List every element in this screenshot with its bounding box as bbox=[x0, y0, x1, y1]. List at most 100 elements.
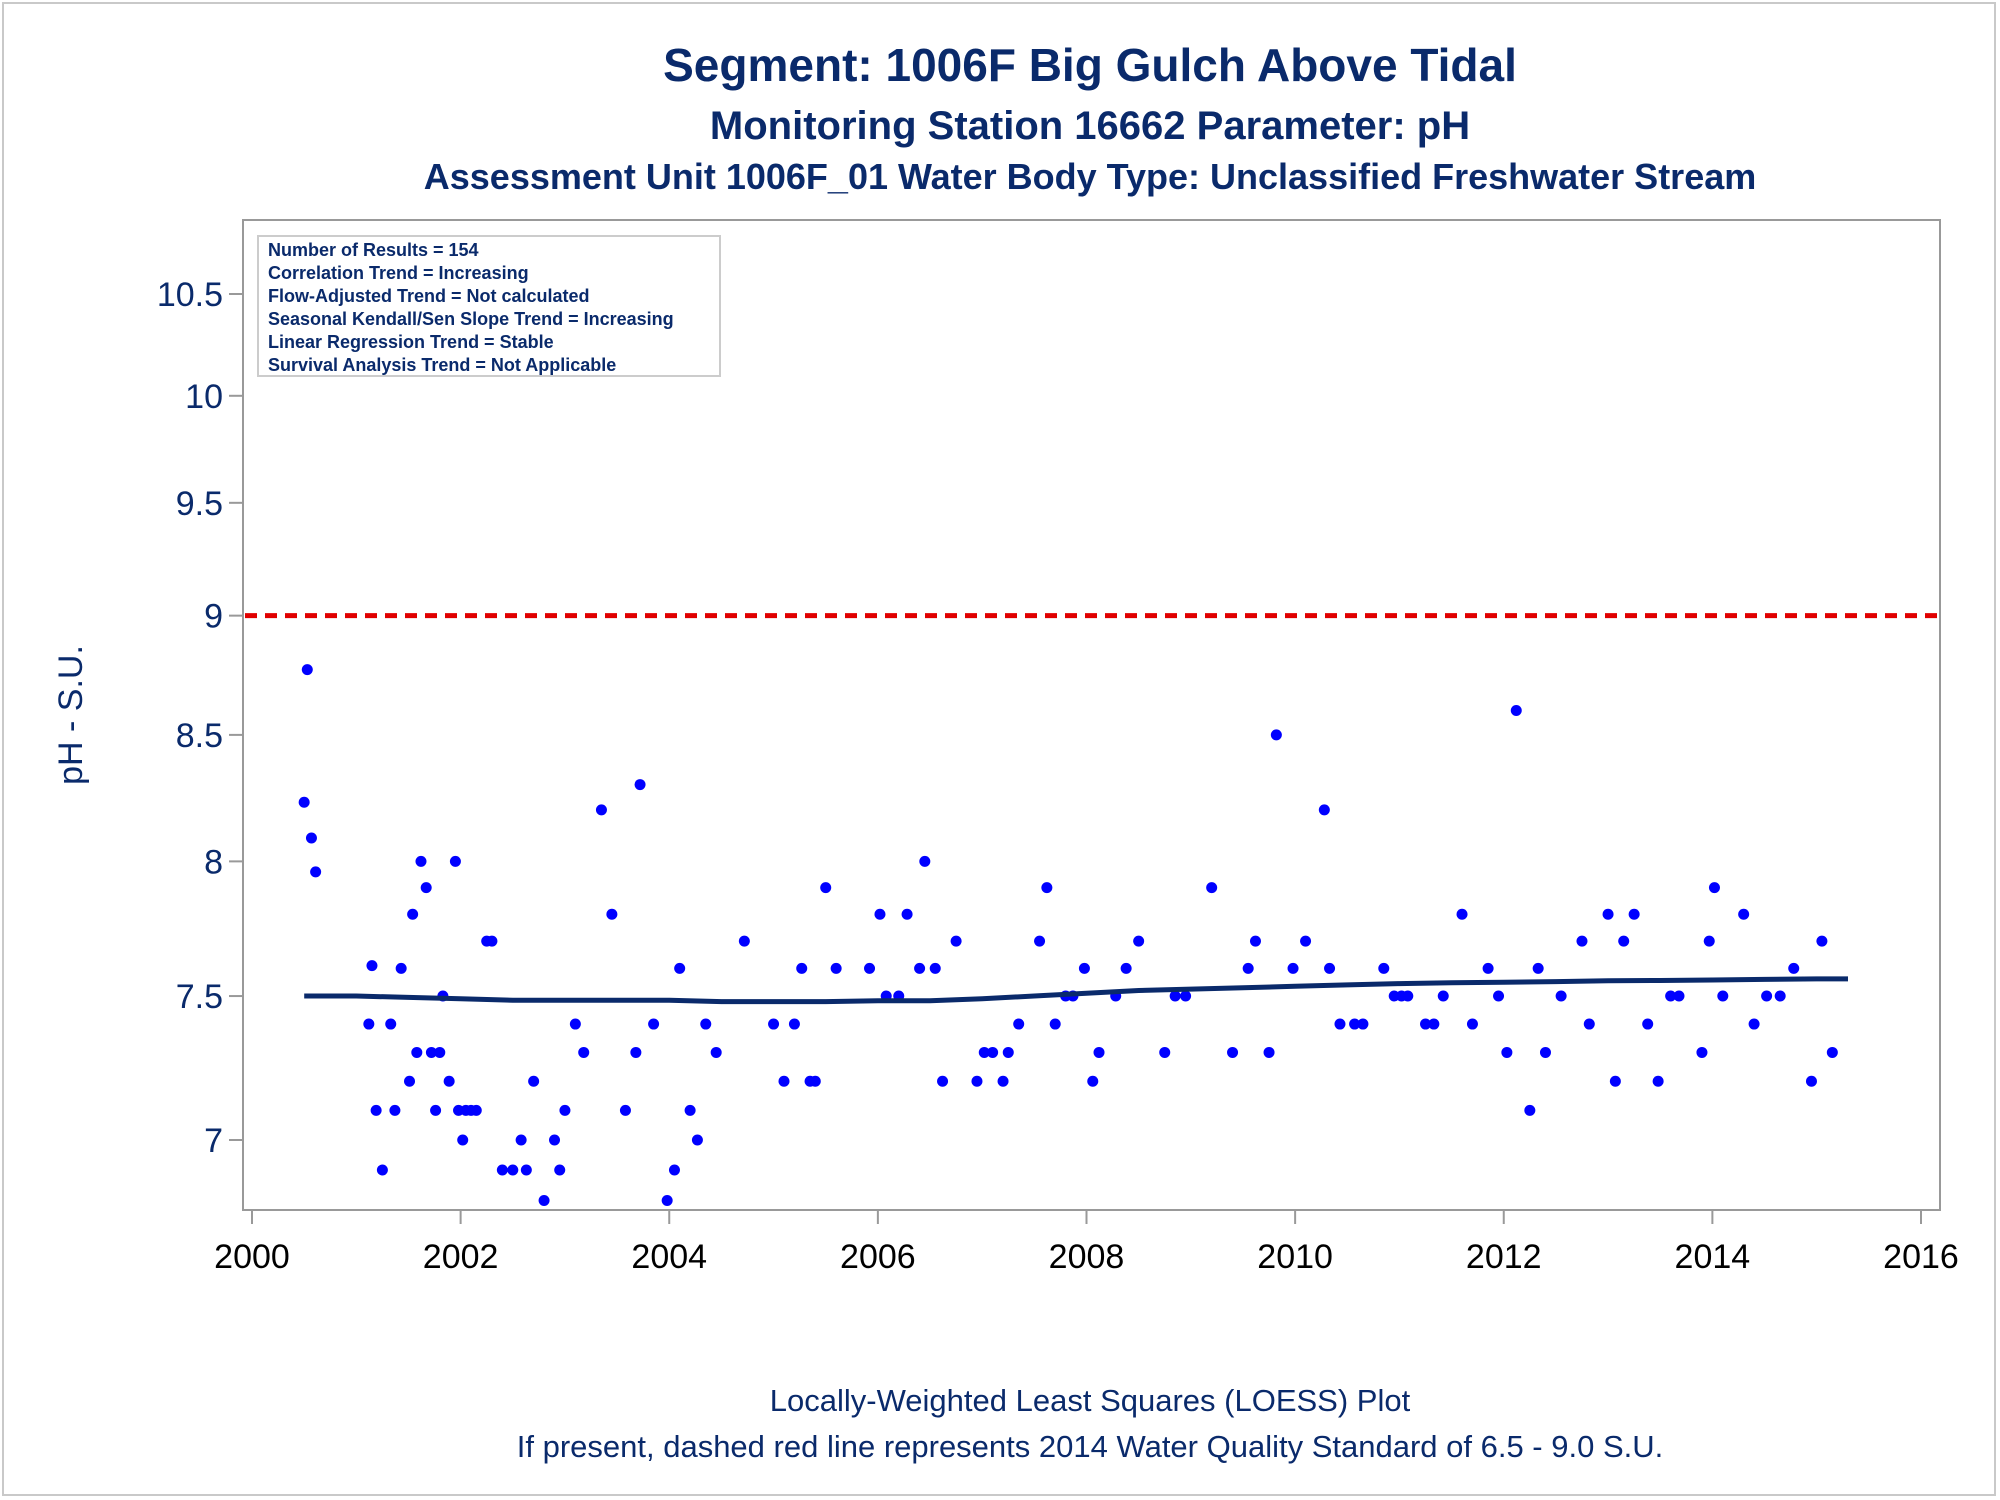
data-point bbox=[971, 1075, 983, 1087]
data-point bbox=[661, 1194, 673, 1206]
y-tick-label: 9 bbox=[204, 598, 223, 636]
data-point bbox=[634, 779, 646, 791]
x-tick-label: 2002 bbox=[423, 1238, 499, 1276]
data-point bbox=[1703, 935, 1715, 947]
data-point bbox=[1748, 1018, 1760, 1030]
data-point bbox=[559, 1104, 571, 1116]
data-point bbox=[363, 1018, 375, 1030]
data-point bbox=[1665, 990, 1677, 1002]
data-point bbox=[1555, 990, 1567, 1002]
stats-box-line: Seasonal Kendall/Sen Slope Trend = Incre… bbox=[268, 309, 674, 329]
data-point bbox=[1493, 990, 1505, 1002]
data-point bbox=[1357, 1018, 1369, 1030]
data-point bbox=[874, 908, 886, 920]
data-point bbox=[691, 1134, 703, 1146]
x-tick-label: 2010 bbox=[1257, 1238, 1333, 1276]
data-point bbox=[1437, 990, 1449, 1002]
data-point bbox=[1673, 990, 1685, 1002]
y-tick-label: 10.5 bbox=[157, 276, 223, 314]
data-point bbox=[668, 1164, 680, 1176]
data-point bbox=[538, 1194, 550, 1206]
chart-footnotes: Locally-Weighted Least Squares (LOESS) P… bbox=[240, 1378, 1940, 1470]
x-tick-label: 2000 bbox=[214, 1238, 290, 1276]
data-point bbox=[1539, 1046, 1551, 1058]
stats-box-line: Flow-Adjusted Trend = Not calculated bbox=[268, 286, 590, 306]
data-point bbox=[1318, 804, 1330, 816]
data-point bbox=[569, 1018, 581, 1030]
data-point bbox=[937, 1075, 949, 1087]
y-tick-label: 7.5 bbox=[176, 978, 223, 1016]
x-tick-label: 2008 bbox=[1049, 1238, 1125, 1276]
data-point bbox=[710, 1046, 722, 1058]
data-point bbox=[1609, 1075, 1621, 1087]
data-point bbox=[684, 1104, 696, 1116]
data-point bbox=[1466, 1018, 1478, 1030]
data-point bbox=[1087, 1075, 1099, 1087]
data-point bbox=[1287, 962, 1299, 974]
data-point bbox=[919, 855, 931, 867]
data-point bbox=[443, 1075, 455, 1087]
data-point bbox=[1093, 1046, 1105, 1058]
data-point bbox=[430, 1104, 442, 1116]
data-point bbox=[1788, 962, 1800, 974]
chart-titles: Segment: 1006F Big Gulch Above Tidal Mon… bbox=[240, 30, 1940, 202]
data-point bbox=[1826, 1046, 1838, 1058]
data-point bbox=[1696, 1046, 1708, 1058]
data-point bbox=[1300, 935, 1312, 947]
data-point bbox=[788, 1018, 800, 1030]
x-tick-label: 2014 bbox=[1675, 1238, 1751, 1276]
data-point bbox=[1378, 962, 1390, 974]
data-point bbox=[929, 962, 941, 974]
data-point bbox=[310, 866, 322, 878]
data-point bbox=[1628, 908, 1640, 920]
data-point bbox=[1242, 962, 1254, 974]
data-point bbox=[1510, 704, 1522, 716]
y-tick-label: 7 bbox=[204, 1122, 223, 1160]
data-point bbox=[1249, 935, 1261, 947]
data-point bbox=[1816, 935, 1828, 947]
data-point bbox=[820, 882, 832, 894]
y-tick-label: 9.5 bbox=[176, 485, 223, 523]
data-point bbox=[520, 1164, 532, 1176]
data-point bbox=[901, 908, 913, 920]
data-point bbox=[407, 908, 419, 920]
data-point bbox=[298, 796, 310, 808]
data-point bbox=[1805, 1075, 1817, 1087]
y-tick-label: 8 bbox=[204, 843, 223, 881]
data-point bbox=[449, 855, 461, 867]
stats-box-line: Survival Analysis Trend = Not Applicable bbox=[268, 355, 616, 375]
data-point bbox=[1420, 1018, 1432, 1030]
data-point bbox=[1717, 990, 1729, 1002]
data-point bbox=[385, 1018, 397, 1030]
data-point bbox=[830, 962, 842, 974]
data-point bbox=[366, 960, 378, 972]
y-tick-label: 10 bbox=[185, 378, 223, 416]
x-tick-label: 2012 bbox=[1466, 1238, 1542, 1276]
footnote-standard: If present, dashed red line represents 2… bbox=[516, 1429, 1664, 1464]
data-point bbox=[674, 962, 686, 974]
data-point bbox=[1428, 1018, 1440, 1030]
stats-box-line: Correlation Trend = Increasing bbox=[268, 263, 529, 283]
data-point bbox=[376, 1164, 388, 1176]
data-point bbox=[528, 1075, 540, 1087]
chart-subtitle-station: Monitoring Station 16662 Parameter: pH bbox=[709, 104, 1471, 148]
x-tick-label: 2016 bbox=[1883, 1238, 1959, 1276]
data-point bbox=[554, 1164, 566, 1176]
data-point bbox=[1576, 935, 1588, 947]
data-point bbox=[1583, 1018, 1595, 1030]
loess-curve bbox=[304, 976, 1848, 1005]
data-point bbox=[606, 908, 618, 920]
y-axis-label: pH - S.U. bbox=[52, 645, 90, 785]
data-point bbox=[1180, 990, 1192, 1002]
data-point bbox=[700, 1018, 712, 1030]
data-point bbox=[1013, 1018, 1025, 1030]
data-point bbox=[420, 882, 432, 894]
data-point bbox=[411, 1046, 423, 1058]
data-point bbox=[1349, 1018, 1361, 1030]
data-point bbox=[914, 962, 926, 974]
data-point bbox=[1034, 935, 1046, 947]
plot-border bbox=[242, 219, 1941, 1211]
data-point bbox=[1049, 1018, 1061, 1030]
stats-box bbox=[257, 235, 721, 377]
